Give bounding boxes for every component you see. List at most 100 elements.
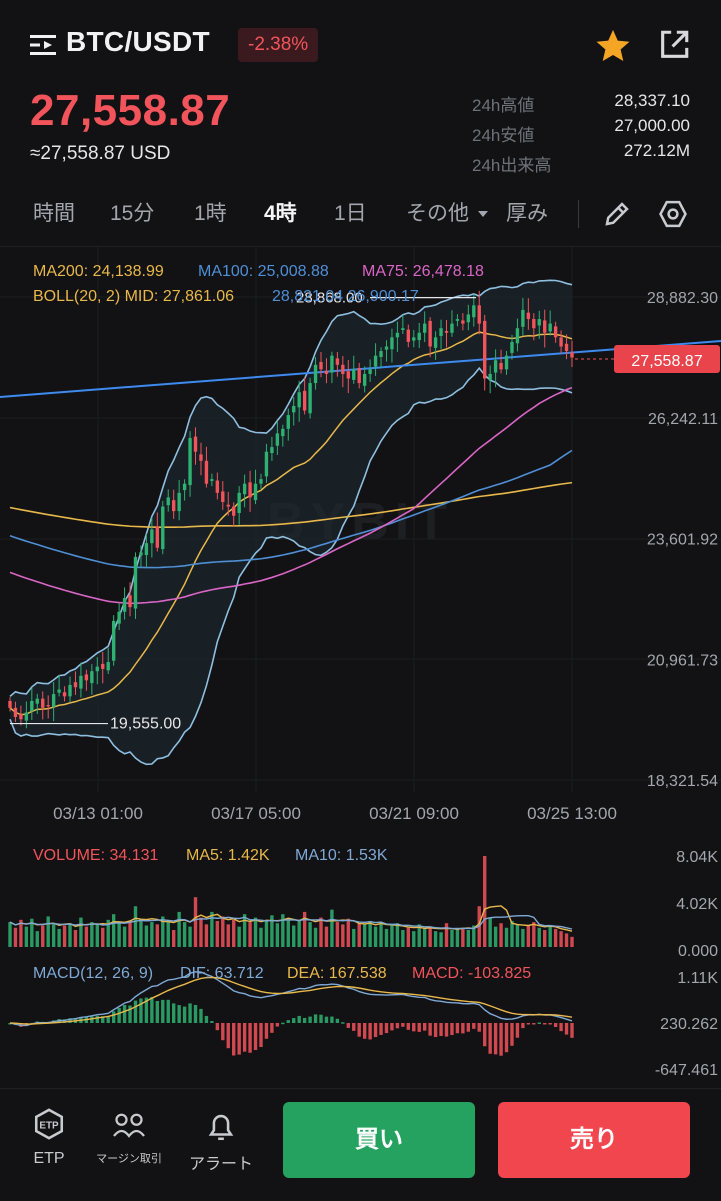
nav-alert[interactable]: アラート [186,1109,256,1174]
macd-histogram-bar [193,1004,198,1023]
volume-bar [526,925,531,947]
macd-histogram-bar [570,1023,574,1038]
moving-averages [9,386,573,605]
candle-body [199,454,203,461]
star-icon[interactable] [594,27,632,65]
candle-body [46,705,50,707]
ma100-legend: MA100: 25,008.88 [198,263,329,280]
volume-bar [30,918,34,947]
nav-margin[interactable]: マージン取引 [94,1111,164,1166]
volume-bar [248,922,252,947]
volume-bar [182,922,187,947]
volume-bar [510,920,514,947]
volume-bar [144,925,149,947]
usd-price: ≈27,558.87 USD [30,143,171,164]
tab-4h[interactable]: 4時 [264,202,297,225]
tab-depth[interactable]: 厚み [506,202,548,225]
macd-params-legend: MACD(12, 26, 9) [33,965,153,982]
volume-bar [57,928,61,947]
caret-down-icon [477,211,488,218]
dea-legend: DEA: 167.538 [287,965,387,982]
volume-bar [472,925,476,947]
menu-icon[interactable] [30,34,56,56]
candle-body [450,323,454,333]
price-tick-label: 28,882.30 [647,290,718,307]
share-icon[interactable] [657,28,691,62]
volume-bar [330,909,334,947]
candle-body [232,506,236,516]
tab-time[interactable]: 時間 [33,202,75,225]
macd-histogram-bar [532,1023,536,1025]
candlesticks [8,290,574,729]
volume-bar [488,917,492,947]
candle-body [177,492,181,512]
sell-button[interactable]: 売り [498,1102,690,1178]
macd-histogram-bar [444,1023,449,1037]
stat-value-high: 28,337.10 [614,91,690,110]
volume-bar [13,927,18,947]
macd-panel: 1.11K 230.262 -647.461 [8,970,718,1079]
candle-body [313,364,318,384]
candle-body [62,692,67,697]
price-tick-label: 26,242.11 [648,411,718,428]
volume-bar [335,922,340,947]
macd-histogram-bar [401,1023,405,1027]
tab-1d[interactable]: 1日 [334,202,367,225]
volume-bar [133,906,138,947]
candle-body [242,483,247,495]
candle-body [319,362,323,370]
volume-bar [51,924,56,947]
volume-bar [570,936,574,947]
candle-body [193,436,198,452]
volume-bar [161,916,165,947]
volume-bar [395,923,400,947]
volume-bar [352,928,356,947]
macd-histogram-bar [395,1023,400,1029]
current-price-label: 27,558.87 [631,353,702,370]
volume-bar [166,919,170,947]
macd-histogram-bar [68,1018,72,1023]
candle-body [297,392,301,408]
nav-etp[interactable]: ETP ETP [14,1107,84,1168]
macd-histogram-bar [117,1007,121,1023]
volume-bar [204,924,209,947]
pair-title[interactable]: BTC/USDT [66,26,210,57]
volume-bar [324,926,329,947]
tab-1h[interactable]: 1時 [194,202,227,225]
volume-bar [41,925,45,947]
macd-histogram-bar [221,1023,225,1041]
gear-icon[interactable] [658,199,688,229]
macd-histogram-bar [515,1023,520,1038]
macd-histogram-bar [466,1023,471,1032]
macd-histogram-bar [548,1023,552,1025]
candle-body [455,319,460,321]
candle-body [488,373,492,380]
buy-button[interactable]: 買い [283,1102,475,1178]
price-markers: 28,868.00 19,555.00 [10,290,476,733]
volume-bar [564,933,569,947]
macd-histogram-bar [341,1022,345,1024]
volume-bar [264,919,269,947]
candle-body [264,451,269,477]
candle-body [510,341,514,353]
macd-histogram-bar [264,1023,269,1039]
macd-histogram-bar [199,1008,203,1023]
macd-histogram-bar [281,1022,285,1025]
volume-bar [493,926,498,947]
candle-body [128,595,132,608]
candle-body [537,319,541,326]
macd-histogram-bar [406,1023,411,1030]
volume-bar [373,926,378,947]
macd-histogram-bar [226,1023,230,1049]
candle-body [515,328,520,344]
candle-body [237,492,241,513]
pencil-icon[interactable] [602,199,632,229]
volume-bar [237,926,241,947]
candle-body [330,355,334,373]
macd-histogram-bar [259,1023,263,1048]
candle-body [117,611,121,624]
tab-15m[interactable]: 15分 [110,202,155,225]
tab-more[interactable]: その他 [406,190,489,238]
volume-bar [532,922,536,947]
